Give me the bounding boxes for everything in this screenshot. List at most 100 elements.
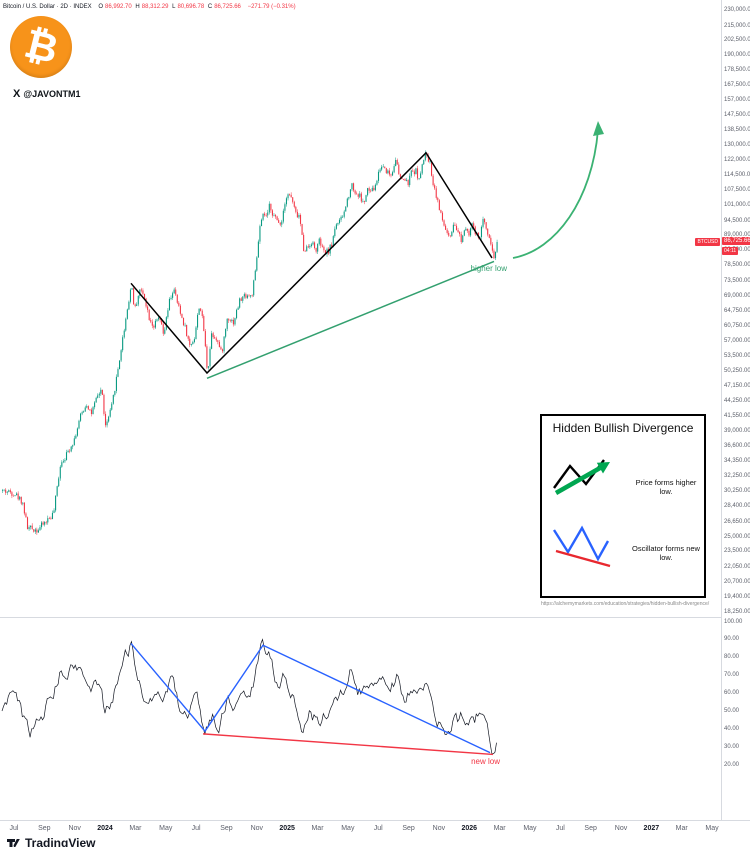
candle-body [109, 409, 111, 417]
candle-body [95, 397, 97, 403]
candle-body [337, 223, 339, 225]
candle-body [240, 298, 242, 301]
candle-body [193, 339, 195, 342]
candle-body [440, 210, 442, 213]
candle-body [260, 219, 263, 227]
candle-body [421, 164, 423, 174]
candle-body [98, 393, 100, 396]
candle-body [432, 175, 434, 186]
candle-body [287, 194, 289, 199]
candle-body [145, 298, 147, 307]
candle-body [87, 406, 89, 410]
candle-body [23, 502, 25, 514]
candle-body [374, 184, 376, 191]
candle-body [443, 220, 445, 226]
symbol-title[interactable]: Bitcoin / U.S. Dollar · 2D · INDEX [3, 4, 92, 10]
candle-body [323, 246, 325, 251]
candle-body [384, 166, 386, 169]
candle-body [115, 376, 117, 391]
candle-body [112, 394, 114, 404]
time-axis-label: 2025 [279, 825, 295, 832]
price-zigzag-trendline[interactable] [130, 151, 493, 375]
candle-body [385, 168, 387, 174]
higher-low-trendline[interactable] [206, 260, 495, 380]
candle-body [441, 212, 444, 221]
candle-body [25, 513, 27, 518]
pane-separator[interactable] [0, 617, 722, 618]
time-axis-label: Jul [373, 825, 383, 832]
candle-body [53, 510, 55, 513]
candle-body [356, 193, 358, 195]
candle-body [242, 296, 244, 301]
candle-body [131, 288, 133, 290]
x-handle-text: @JAVONTM1 [23, 89, 81, 99]
candle-body [12, 495, 15, 497]
candle-body [65, 452, 68, 461]
candle-body [370, 190, 372, 192]
candle-body [198, 308, 200, 315]
high-value: 88,312.29 [141, 4, 169, 10]
oscillator-line [1, 638, 497, 755]
open-value: 86,992.70 [105, 4, 132, 10]
candle-body [226, 318, 228, 329]
candle-body [164, 329, 166, 334]
higher-low-label: higher low [470, 264, 507, 273]
candle-body [37, 530, 39, 533]
candle-body [209, 348, 211, 367]
candle-body [62, 461, 64, 463]
price-axis[interactable]: 230,000.00 215,000.00 202,500.00 190,000.00… [722, 0, 750, 820]
candle-body [69, 450, 71, 452]
projection-arrow[interactable] [512, 129, 599, 259]
candle-body [399, 174, 401, 177]
time-axis-label: 2026 [461, 825, 478, 832]
last-price-badge[interactable]: 86,725.66 [722, 236, 750, 245]
candle-body [129, 289, 132, 302]
candle-body [343, 211, 345, 217]
symbol-tag-badge[interactable]: BTCUSD [695, 237, 720, 246]
candle-body [496, 242, 498, 252]
inset-title: Hidden Bullish Divergence [552, 421, 694, 435]
candle-body [212, 333, 214, 338]
candle-body [415, 168, 417, 175]
candle-body [101, 389, 103, 395]
candle-body [298, 214, 300, 218]
oscillator-new-low-trendline[interactable] [202, 733, 494, 756]
price-axis-label: 147,500.00 [724, 112, 750, 119]
candle-body [451, 232, 453, 237]
time-axis-label: 2027 [643, 825, 660, 832]
time-axis-label: Sep [402, 825, 415, 832]
candle-body [318, 238, 320, 244]
candle-body [143, 293, 146, 299]
candle-body [142, 290, 144, 294]
candle-body [195, 327, 197, 340]
time-axis-label: Jul [555, 825, 565, 832]
candle-body [81, 412, 83, 414]
candle-body [409, 175, 411, 186]
candle-body [292, 197, 294, 202]
candle-body [75, 435, 77, 439]
candle-body [402, 179, 405, 180]
candle-body [225, 328, 227, 337]
candle-body [103, 394, 105, 414]
time-axis[interactable]: Jul Sep Nov 2024 Mar May Jul Sep Nov 2025 Mar May Ju… [0, 825, 722, 841]
candle-body [482, 219, 484, 227]
time-axis-label: Mar [675, 825, 688, 832]
candle-body [147, 306, 149, 310]
price-axis-label: 30,250.00 [724, 488, 750, 495]
time-axis-label: Sep [584, 825, 597, 832]
close-value: 86,725.66 [214, 4, 241, 10]
oscillator-axis-label: 40.00 [724, 725, 740, 732]
candle-body [413, 171, 415, 175]
oscillator-axis-label: 30.00 [724, 743, 740, 750]
candle-body [466, 228, 468, 231]
tradingview-watermark[interactable]: TradingView [6, 836, 95, 847]
oscillator-blue-trendline[interactable] [130, 643, 491, 754]
candle-body [410, 170, 412, 176]
time-axis-label: Sep [220, 825, 233, 832]
new-low-label: new low [471, 757, 500, 766]
candle-body [186, 324, 188, 336]
candle-body [276, 216, 278, 221]
candle-body [251, 295, 253, 296]
candle-body [30, 525, 32, 528]
